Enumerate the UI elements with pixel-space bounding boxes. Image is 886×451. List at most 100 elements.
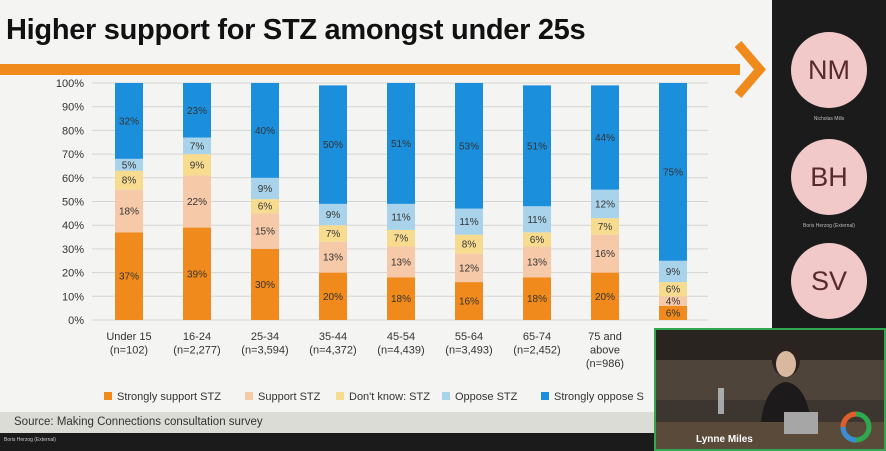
bar-segment	[523, 246, 551, 278]
data-label: 9%	[258, 184, 273, 195]
bar-segment	[183, 154, 211, 176]
presenter-name: Boris Herzog (External)	[4, 437, 56, 443]
speaker-video[interactable]: Lynne Miles	[654, 328, 886, 451]
bar-segment	[659, 260, 687, 283]
y-tick-label: 0%	[68, 315, 84, 327]
bar-segment	[659, 296, 687, 306]
y-tick-label: 20%	[62, 268, 84, 280]
bar-segment	[387, 203, 415, 230]
data-label: 44%	[595, 133, 615, 144]
bar-segment	[183, 227, 211, 320]
bar-segment	[183, 83, 211, 138]
data-label: 12%	[595, 199, 615, 210]
bar-segment	[115, 158, 143, 171]
avatar: BH	[791, 139, 867, 215]
y-tick-label: 50%	[62, 197, 84, 209]
data-label: 6%	[666, 285, 681, 296]
speaker-name: Lynne Miles	[696, 434, 753, 445]
data-label: 30%	[255, 280, 275, 291]
legend-swatch	[442, 392, 450, 400]
data-label: 4%	[666, 297, 681, 308]
legend-label: Support STZ	[258, 391, 321, 403]
category-label: 65-74	[523, 331, 551, 343]
bar-segment	[115, 170, 143, 190]
bar-segment	[455, 253, 483, 283]
legend-label: Oppose STZ	[455, 391, 518, 403]
bar-segment	[387, 83, 415, 204]
slide-title: Higher support for STZ amongst under 25s	[6, 14, 586, 46]
bar-segment	[319, 203, 347, 226]
avatar: NM	[791, 32, 867, 108]
data-label: 18%	[391, 294, 411, 305]
bar-segment	[115, 189, 143, 233]
avatar: SV	[791, 243, 867, 319]
bar-segment	[251, 213, 279, 249]
bar-segment	[591, 218, 619, 235]
participant-name: Boris Herzog (External)	[803, 223, 855, 229]
data-label: 40%	[255, 126, 275, 137]
bar-segment	[387, 229, 415, 247]
data-label: 11%	[459, 217, 478, 228]
bar-segment	[591, 85, 619, 190]
bar-segment	[455, 234, 483, 254]
legend-swatch	[336, 392, 344, 400]
data-label: 15%	[255, 227, 275, 238]
source-note: Source: Making Connections consultation …	[0, 412, 772, 433]
data-label: 8%	[122, 176, 137, 187]
data-label: 37%	[119, 272, 139, 283]
bar-segment	[455, 208, 483, 235]
bar-segment	[523, 85, 551, 207]
category-label: (n=2,452)	[513, 345, 560, 357]
legend-label: Don't know: STZ	[349, 391, 430, 403]
data-label: 50%	[323, 140, 343, 151]
bar-segment	[251, 83, 279, 178]
participant-tile[interactable]: NM Nicholas Mills	[772, 30, 886, 134]
bar-segment	[387, 246, 415, 278]
bar-segment	[591, 272, 619, 320]
category-label: (n=986)	[586, 358, 624, 370]
data-label: 20%	[595, 292, 615, 303]
data-label: 12%	[459, 263, 479, 274]
bar-segment	[659, 282, 687, 297]
data-label: 9%	[326, 210, 341, 221]
y-tick-label: 30%	[62, 244, 84, 256]
data-label: 18%	[119, 206, 139, 217]
shared-slide: 0% 10% 20% 30% 40% 50% 60% 70% 80% 90% 100% 37% 18% 8…	[0, 0, 772, 433]
category-label: (n=102)	[110, 345, 148, 357]
bar-segment	[523, 232, 551, 247]
video-scene	[656, 330, 884, 449]
data-label: 6%	[258, 202, 273, 213]
category-label: 45-54	[387, 331, 415, 343]
bar-segment	[319, 85, 347, 204]
bar-segment	[523, 277, 551, 320]
category-label: (n=3,594)	[241, 345, 288, 357]
bar-segment	[591, 234, 619, 273]
data-label: 16%	[595, 249, 615, 260]
category-label: above	[590, 345, 620, 357]
y-tick-label: 60%	[62, 173, 84, 185]
category-label: (n=4,372)	[309, 345, 356, 357]
bar-segment	[251, 248, 279, 320]
data-label: 51%	[391, 139, 411, 150]
y-tick-label: 80%	[62, 125, 84, 137]
y-tick-label: 10%	[62, 291, 84, 303]
data-label: 7%	[190, 141, 205, 152]
bottom-bar	[0, 433, 654, 451]
data-label: 13%	[527, 257, 547, 268]
data-label: 53%	[459, 141, 479, 152]
data-label: 13%	[323, 253, 343, 264]
legend-swatch	[541, 392, 549, 400]
data-label: 13%	[391, 257, 411, 268]
participant-tile[interactable]: BH Boris Herzog (External)	[772, 136, 886, 240]
bar-segment	[115, 83, 143, 159]
bar-segment	[455, 282, 483, 320]
category-label: (n=3,493)	[445, 345, 492, 357]
data-label: 18%	[527, 294, 547, 305]
orange-arrow-icon	[0, 41, 766, 98]
bar-segment	[115, 232, 143, 320]
data-label: 9%	[190, 160, 205, 171]
data-label: 7%	[598, 222, 613, 233]
bar-segment	[591, 189, 619, 219]
bar-segment	[251, 177, 279, 200]
participant-tile[interactable]: SV	[772, 240, 886, 344]
